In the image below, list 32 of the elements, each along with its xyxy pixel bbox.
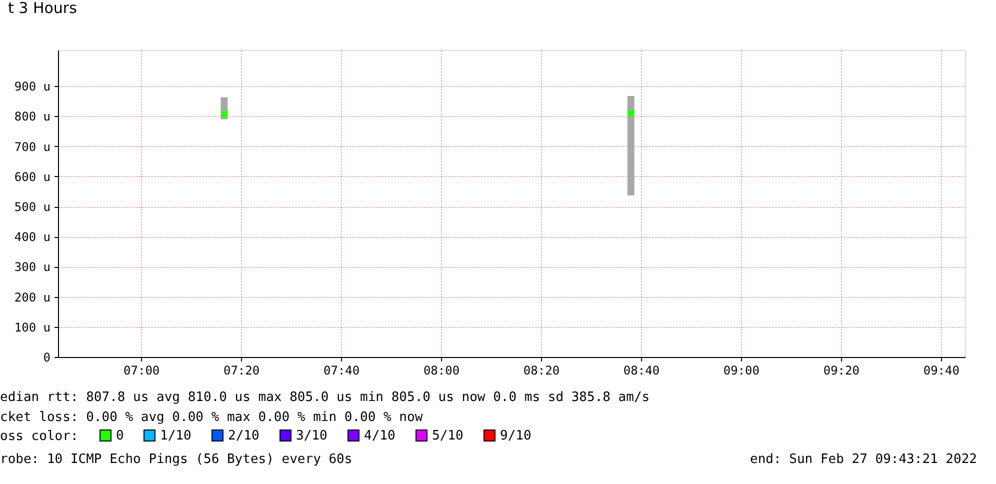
text: edian rtt: 807.8 us avg 810.0 us max 805.0 us min 805.0 us now 0.0 ms sd 385.8 am/s bbox=[0, 390, 650, 405]
x-tick-label: 08:40 bbox=[623, 364, 660, 378]
y-tick-label: 900 u bbox=[14, 80, 50, 94]
legend-label: 1/10 bbox=[160, 428, 192, 444]
x-tick-label: 07:20 bbox=[223, 364, 260, 378]
x-tick-label: 09:00 bbox=[723, 364, 760, 378]
x-tick-label: 07:00 bbox=[124, 364, 160, 378]
text: end: Sun Feb 27 09:43:21 2022 bbox=[750, 452, 977, 467]
y-tick-label: 500 u bbox=[14, 200, 50, 214]
y-tick-label: 0 bbox=[43, 350, 50, 364]
legend-label: 9/10 bbox=[500, 428, 532, 444]
y-tick-label: 800 u bbox=[14, 110, 50, 124]
y-tick-label: 100 u bbox=[14, 320, 50, 334]
legend-label: 0 bbox=[116, 428, 124, 444]
text: robe: 10 ICMP Echo Pings (56 Bytes) every 60s bbox=[0, 452, 352, 467]
x-tick-label: 08:00 bbox=[423, 364, 460, 378]
x-tick-label: 08:20 bbox=[523, 364, 560, 378]
x-tick-label: 09:20 bbox=[823, 364, 860, 378]
legend-label: 3/10 bbox=[296, 428, 328, 444]
y-tick-label: 200 u bbox=[14, 290, 50, 304]
x-tick-label: 07:40 bbox=[323, 364, 360, 378]
legend-label: 2/10 bbox=[228, 428, 260, 444]
y-tick-label: 400 u bbox=[14, 230, 50, 244]
x-tick-label: 09:40 bbox=[923, 364, 960, 378]
legend-label: 4/10 bbox=[364, 428, 396, 444]
text: cket loss: 0.00 % avg 0.00 % max 0.00 % min 0.00 % now bbox=[0, 410, 423, 425]
chart-title: t 3 Hours bbox=[8, 0, 78, 17]
legend-title: oss color: bbox=[0, 429, 78, 444]
y-tick-label: 600 u bbox=[14, 170, 50, 184]
legend-label: 5/10 bbox=[432, 428, 464, 444]
y-tick-label: 700 u bbox=[14, 140, 50, 154]
y-tick-label: 300 u bbox=[14, 260, 50, 274]
